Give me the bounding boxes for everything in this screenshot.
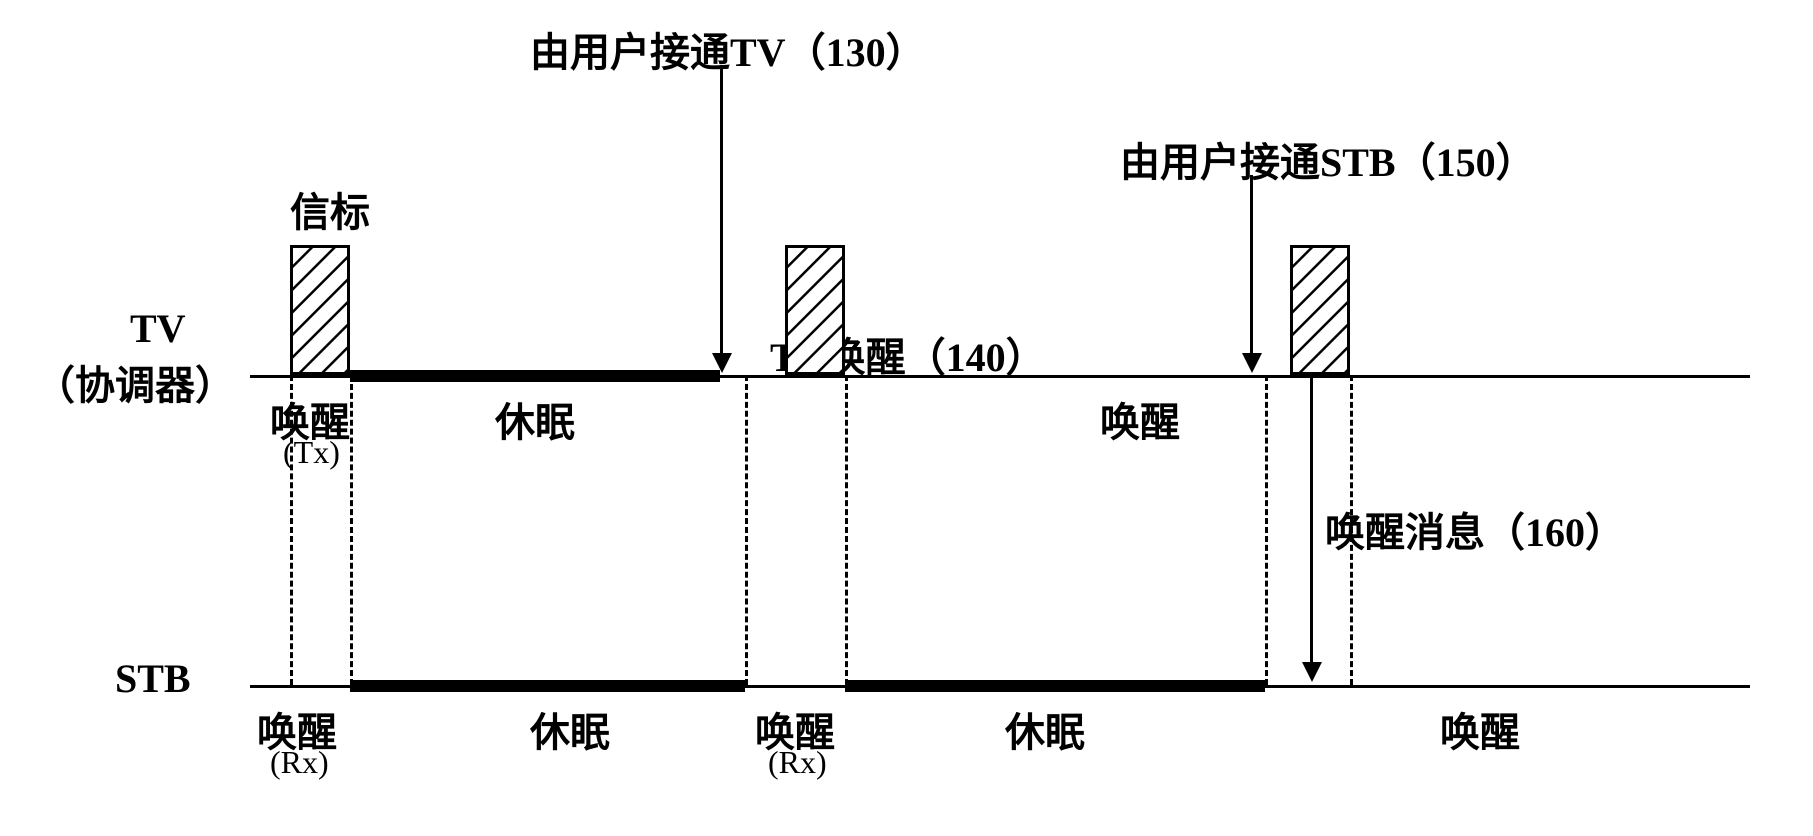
label-stb_sleep1: 休眠 (530, 700, 610, 758)
arrow-head-a_wake_msg (1302, 662, 1322, 682)
sleep-bar-stb_sleep2 (845, 680, 1265, 692)
arrow-head-a_tv_on (712, 353, 732, 373)
dashed-d3a (1265, 375, 1268, 685)
label-title_top: 由用户接通TV（130） (530, 20, 926, 78)
label-stb_wake_rx1_2: (Rx) (270, 744, 329, 781)
label-tv_sleep: 休眠 (495, 390, 575, 448)
sleep-bar-stb_sleep1 (350, 680, 745, 692)
dashed-d2a (745, 375, 748, 685)
diagram-stage: 由用户接通TV（130）由用户接通STB（150）信标TV（协调器）STBTV唤… (0, 0, 1813, 836)
sleep-bar-tv_sleep (350, 370, 720, 382)
dashed-d3b (1350, 375, 1353, 685)
label-tv_name_1: TV (130, 305, 186, 352)
label-tv_wake_right: 唤醒 (1100, 390, 1180, 448)
label-tv_name_2: （协调器） (35, 353, 235, 411)
label-stb_wake_right: 唤醒 (1440, 700, 1520, 758)
arrow-line-a_stb_on (1250, 175, 1253, 355)
dashed-d2b (845, 375, 848, 685)
beacon-box-b2 (785, 245, 845, 375)
arrow-head-a_stb_on (1242, 353, 1262, 373)
beacon-box-b1 (290, 245, 350, 375)
arrow-line-a_wake_msg (1310, 378, 1313, 664)
label-stb_wake_rx2_2: (Rx) (768, 744, 827, 781)
label-title_stb: 由用户接通STB（150） (1120, 130, 1536, 188)
arrow-line-a_tv_on (720, 65, 723, 355)
beacon-box-b3 (1290, 245, 1350, 375)
label-beacon: 信标 (290, 180, 370, 238)
dashed-d1a (290, 375, 293, 685)
label-stb_sleep2: 休眠 (1005, 700, 1085, 758)
label-stb_name: STB (115, 655, 191, 702)
dashed-d1b (350, 375, 353, 685)
label-wake_msg: 唤醒消息（160） (1325, 500, 1625, 558)
